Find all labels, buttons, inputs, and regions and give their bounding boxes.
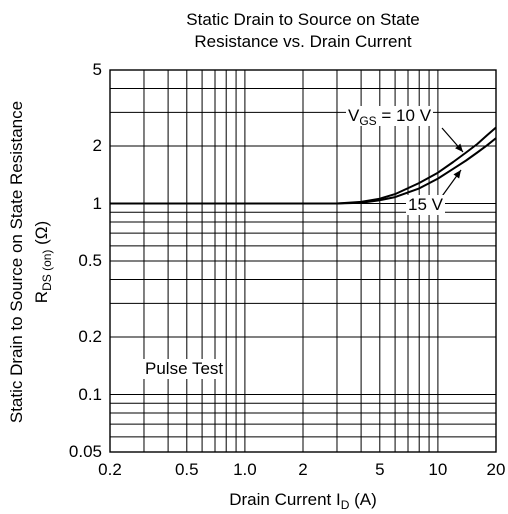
- y-axis-symbol-sub: DS (on): [40, 249, 54, 291]
- series-label-prefix: 15 V: [408, 195, 443, 214]
- y-axis-label-outer: Static Drain to Source on State Resistan…: [7, 100, 26, 424]
- y-tick-label: 0.5: [78, 251, 102, 270]
- x-tick-label: 10: [428, 460, 448, 479]
- annotation-pulse-test: Pulse Test: [143, 359, 226, 379]
- y-tick-label: 2: [92, 136, 102, 155]
- x-tick-label: 20: [486, 460, 506, 479]
- x-tick-label: 5: [375, 460, 385, 479]
- x-axis-label-unit: (A): [349, 490, 377, 509]
- series-label-15v: 15 V: [406, 195, 445, 215]
- series-line-1: [110, 137, 497, 205]
- x-tick-label: 0.2: [98, 460, 122, 479]
- y-axis-symbol: R: [32, 290, 51, 304]
- series-arrow-vgs-10v-head: [455, 143, 463, 152]
- x-tick-label: 2: [298, 460, 308, 479]
- y-tick-label: 0.05: [68, 442, 102, 461]
- x-axis-label-sub: D: [340, 498, 350, 512]
- x-axis-label-text: Drain Current I: [229, 490, 341, 509]
- series-label-suffix: = 10 V: [376, 106, 432, 125]
- y-tick-label: 0.2: [78, 327, 102, 346]
- series-label-prefix: V: [348, 106, 360, 125]
- x-tick-label: 0.5: [174, 460, 199, 479]
- chart-title-line-1: Static Drain to Source on State: [186, 10, 420, 29]
- chart-title-line-2: Resistance vs. Drain Current: [194, 32, 412, 51]
- y-tick-label: 1: [92, 193, 102, 213]
- y-axis-unit: (Ω): [32, 220, 51, 250]
- plot-frame: [109, 69, 497, 453]
- grid: [110, 70, 496, 452]
- x-axis-label: Drain Current ID (A): [110, 490, 496, 512]
- series-lines: [110, 126, 497, 205]
- y-tick-label: 5: [92, 60, 102, 79]
- series-label-sub: GS: [359, 114, 377, 128]
- x-tick-label: 1.0: [233, 460, 257, 479]
- series-arrow-15v-head: [453, 170, 461, 179]
- series-label-vgs-10v: VGS = 10 V: [346, 106, 434, 128]
- series-arrows: [439, 127, 464, 200]
- y-axis-label-inner: RDS (on) (Ω): [31, 112, 54, 412]
- y-tick-label: 0.1: [78, 384, 102, 404]
